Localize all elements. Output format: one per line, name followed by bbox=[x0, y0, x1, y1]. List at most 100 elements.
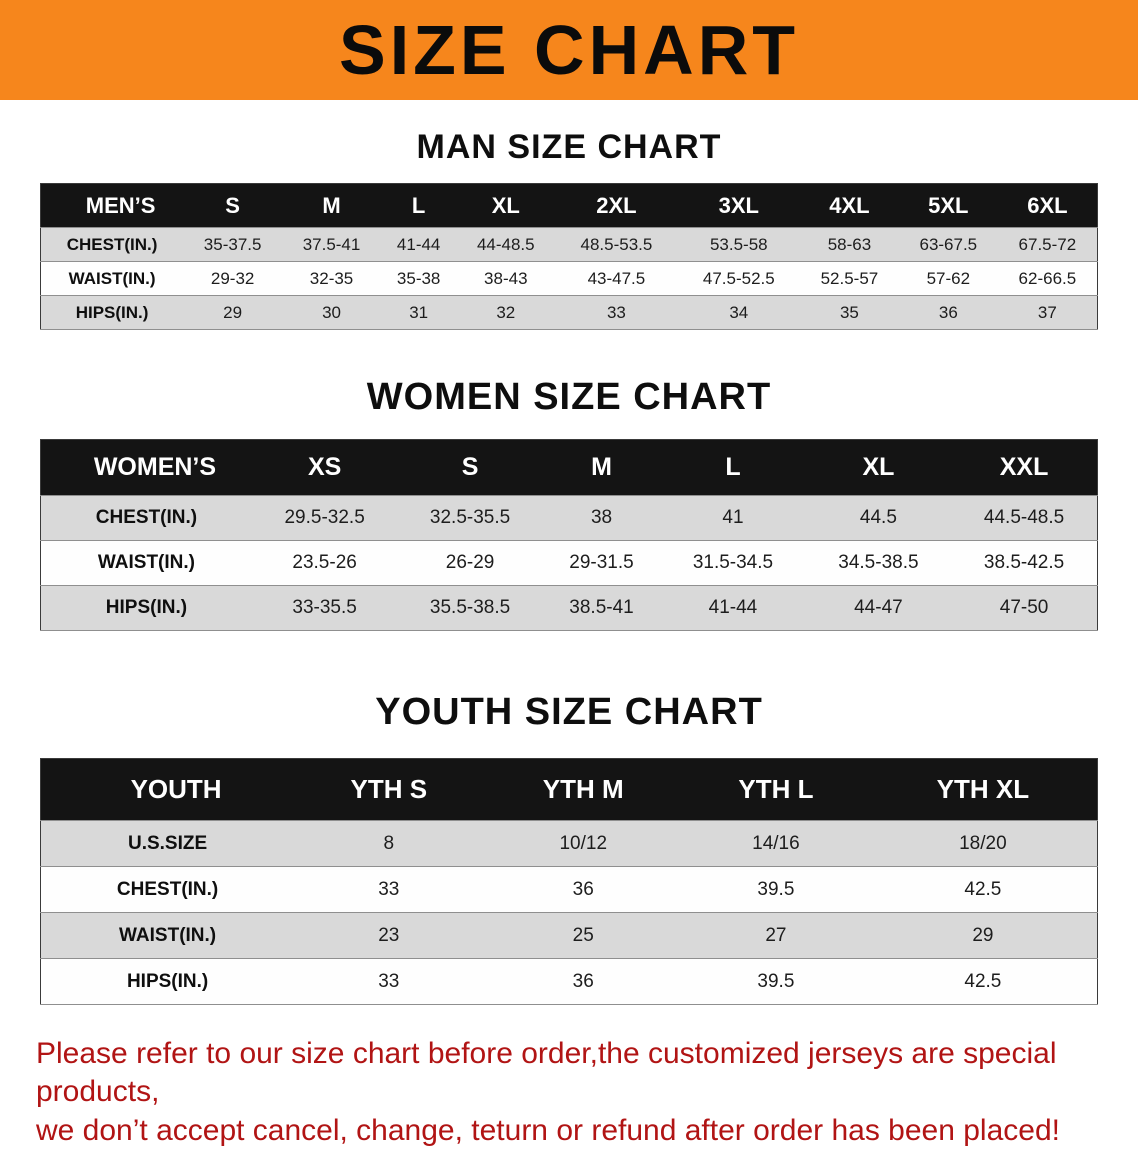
measurement-label: HIPS(IN.) bbox=[40, 295, 184, 330]
measurement-value: 29.5-32.5 bbox=[251, 495, 398, 541]
measurement-label: CHEST(IN.) bbox=[40, 495, 252, 541]
measurement-value: 53.5-58 bbox=[677, 227, 800, 262]
measurement-value: 33 bbox=[294, 958, 484, 1005]
measurement-value: 52.5-57 bbox=[799, 261, 899, 296]
measurement-value: 10/12 bbox=[483, 820, 684, 867]
measurement-value: 38.5-41 bbox=[542, 585, 661, 631]
measurement-label: CHEST(IN.) bbox=[40, 227, 184, 262]
measurement-value: 29-32 bbox=[183, 261, 283, 296]
women-section: WOMEN SIZE CHART WOMEN’S XS S M L XL XXL CHEST(… bbox=[0, 376, 1138, 631]
measurement-value: 41 bbox=[660, 495, 806, 541]
measurement-value: 25 bbox=[483, 912, 684, 959]
measurement-value: 38-43 bbox=[456, 261, 556, 296]
measurement-value: 37 bbox=[997, 295, 1098, 330]
table-header-row: YOUTH YTH S YTH M YTH L YTH XL bbox=[40, 758, 1098, 821]
measurement-row: U.S.SIZE 8 10/12 14/16 18/20 bbox=[40, 820, 1098, 867]
size-header-cell: YTH S bbox=[294, 758, 484, 821]
measurement-value: 23.5-26 bbox=[251, 540, 398, 586]
measurement-label: WAIST(IN.) bbox=[40, 540, 252, 586]
size-header-cell: 3XL bbox=[677, 183, 800, 228]
measurement-value: 58-63 bbox=[799, 227, 899, 262]
size-header-cell: M bbox=[282, 183, 381, 228]
size-header-cell: S bbox=[397, 439, 543, 496]
measurement-value: 31 bbox=[380, 295, 457, 330]
measurement-value: 32 bbox=[456, 295, 556, 330]
measurement-value: 44-47 bbox=[805, 585, 952, 631]
size-header-cell: 4XL bbox=[799, 183, 899, 228]
measurement-value: 32-35 bbox=[282, 261, 381, 296]
page-title: SIZE CHART bbox=[339, 11, 799, 89]
measurement-value: 27 bbox=[683, 912, 869, 959]
size-header-cell: S bbox=[183, 183, 283, 228]
measurement-label: WAIST(IN.) bbox=[40, 912, 295, 959]
size-header-cell: XS bbox=[251, 439, 398, 496]
measurement-value: 41-44 bbox=[660, 585, 806, 631]
men-size-table: MEN’S S M L XL 2XL 3XL 4XL 5XL 6XL CHEST(IN.) 35-37… bbox=[40, 183, 1098, 330]
measurement-label: HIPS(IN.) bbox=[40, 958, 295, 1005]
measurement-value: 38 bbox=[542, 495, 661, 541]
measurement-label: U.S.SIZE bbox=[40, 820, 295, 867]
measurement-value: 29-31.5 bbox=[542, 540, 661, 586]
men-size-table-container: MEN’S S M L XL 2XL 3XL 4XL 5XL 6XL CHEST(IN.) 35-37… bbox=[40, 183, 1098, 330]
youth-size-table: YOUTH YTH S YTH M YTH L YTH XL U.S.SIZE 8 10/12… bbox=[40, 758, 1098, 1005]
size-header-cell: 6XL bbox=[997, 183, 1098, 228]
measurement-row: CHEST(IN.) 35-37.5 37.5-41 41-44 44-48.5 48.5… bbox=[40, 227, 1098, 262]
measurement-value: 36 bbox=[483, 866, 684, 913]
size-header-cell: YTH L bbox=[683, 758, 869, 821]
measurement-value: 41-44 bbox=[380, 227, 457, 262]
youth-section: YOUTH SIZE CHART YOUTH YTH S YTH M YTH L YTH… bbox=[0, 691, 1138, 1005]
measurement-value: 23 bbox=[294, 912, 484, 959]
women-table-label: WOMEN’S bbox=[40, 439, 252, 496]
measurement-row: CHEST(IN.) 33 36 39.5 42.5 bbox=[40, 866, 1098, 913]
measurement-label: CHEST(IN.) bbox=[40, 866, 295, 913]
measurement-value: 32.5-35.5 bbox=[397, 495, 543, 541]
measurement-value: 44-48.5 bbox=[456, 227, 556, 262]
women-size-table: WOMEN’S XS S M L XL XXL CHEST(IN.) 29.5-32.5 32.5… bbox=[40, 439, 1098, 631]
table-header-row: MEN’S S M L XL 2XL 3XL 4XL 5XL 6XL bbox=[40, 183, 1098, 228]
size-header-cell: YTH M bbox=[483, 758, 684, 821]
size-header-cell: XXL bbox=[951, 439, 1098, 496]
measurement-value: 44.5-48.5 bbox=[951, 495, 1098, 541]
measurement-value: 37.5-41 bbox=[282, 227, 381, 262]
measurement-value: 18/20 bbox=[868, 820, 1098, 867]
measurement-value: 47.5-52.5 bbox=[677, 261, 800, 296]
youth-table-label: YOUTH bbox=[40, 758, 295, 821]
measurement-value: 29 bbox=[868, 912, 1098, 959]
size-header-cell: L bbox=[660, 439, 806, 496]
size-header-cell: L bbox=[380, 183, 457, 228]
measurement-value: 43-47.5 bbox=[555, 261, 678, 296]
table-header-row: WOMEN’S XS S M L XL XXL bbox=[40, 439, 1098, 496]
measurement-value: 30 bbox=[282, 295, 381, 330]
size-header-cell: 2XL bbox=[555, 183, 678, 228]
measurement-row: CHEST(IN.) 29.5-32.5 32.5-35.5 38 41 44.5 44.5… bbox=[40, 495, 1098, 541]
size-header-cell: XL bbox=[456, 183, 556, 228]
size-header-cell: XL bbox=[805, 439, 952, 496]
measurement-value: 36 bbox=[483, 958, 684, 1005]
men-section-heading: MAN SIZE CHART bbox=[416, 128, 722, 166]
women-size-table-container: WOMEN’S XS S M L XL XXL CHEST(IN.) 29.5-32.5 32.5… bbox=[40, 439, 1098, 631]
measurement-row: HIPS(IN.) 29 30 31 32 33 34 35 36 37 bbox=[40, 295, 1098, 330]
measurement-value: 38.5-42.5 bbox=[951, 540, 1098, 586]
measurement-value: 31.5-34.5 bbox=[660, 540, 806, 586]
measurement-value: 42.5 bbox=[868, 958, 1098, 1005]
women-section-heading: WOMEN SIZE CHART bbox=[366, 376, 772, 418]
measurement-row: HIPS(IN.) 33 36 39.5 42.5 bbox=[40, 958, 1098, 1005]
measurement-value: 42.5 bbox=[868, 866, 1098, 913]
measurement-value: 33-35.5 bbox=[251, 585, 398, 631]
men-section: MAN SIZE CHART MEN’S S M L XL 2XL 3XL 4XL 5XL 6XL… bbox=[0, 128, 1138, 330]
measurement-value: 35 bbox=[799, 295, 899, 330]
measurement-value: 29 bbox=[183, 295, 283, 330]
measurement-row: WAIST(IN.) 29-32 32-35 35-38 38-43 43-47.5 47.… bbox=[40, 261, 1098, 296]
measurement-value: 26-29 bbox=[397, 540, 543, 586]
measurement-label: WAIST(IN.) bbox=[40, 261, 184, 296]
measurement-value: 57-62 bbox=[898, 261, 998, 296]
measurement-row: WAIST(IN.) 23 25 27 29 bbox=[40, 912, 1098, 959]
measurement-value: 67.5-72 bbox=[997, 227, 1098, 262]
measurement-value: 39.5 bbox=[683, 866, 869, 913]
measurement-value: 47-50 bbox=[951, 585, 1098, 631]
measurement-value: 39.5 bbox=[683, 958, 869, 1005]
size-header-cell: 5XL bbox=[898, 183, 998, 228]
measurement-row: HIPS(IN.) 33-35.5 35.5-38.5 38.5-41 41-44 44-… bbox=[40, 585, 1098, 631]
measurement-value: 44.5 bbox=[805, 495, 952, 541]
